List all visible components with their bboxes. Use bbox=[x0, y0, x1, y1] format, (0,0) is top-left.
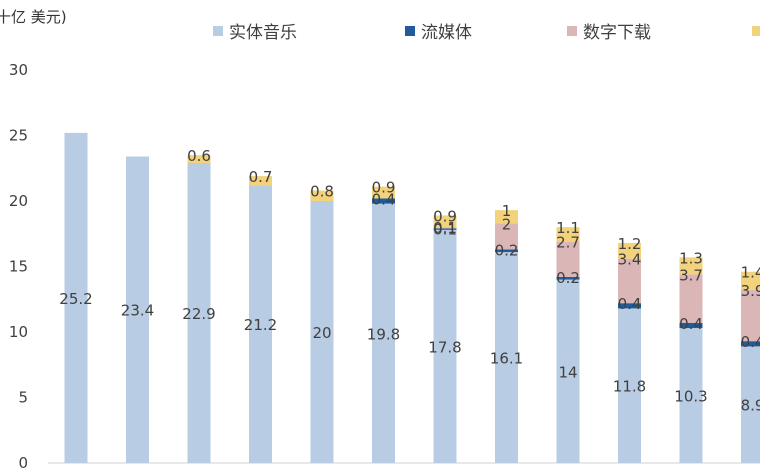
data-label: 0.6 bbox=[187, 147, 211, 165]
legend-swatch bbox=[213, 26, 223, 36]
bar-segment bbox=[187, 163, 211, 463]
bar-segment bbox=[433, 228, 457, 230]
bar-segment bbox=[556, 279, 580, 463]
bar-segment bbox=[495, 252, 518, 463]
data-label: 0.9 bbox=[372, 179, 396, 197]
data-label: 0.4 bbox=[372, 190, 396, 208]
bar-segment bbox=[372, 186, 395, 199]
data-label: 16.1 bbox=[490, 350, 523, 368]
legend-label: 数字下载 bbox=[583, 23, 651, 43]
bar-segment bbox=[618, 303, 641, 309]
y-tick-label: 5 bbox=[18, 389, 28, 407]
bar-segment bbox=[679, 257, 703, 275]
bar-segment bbox=[556, 241, 580, 277]
data-label: 3.9 bbox=[741, 282, 760, 300]
data-label: 11.8 bbox=[613, 378, 646, 396]
y-tick-label: 0 bbox=[18, 454, 28, 472]
bar-segment bbox=[433, 227, 457, 229]
data-label: 23.4 bbox=[121, 302, 154, 320]
y-axis: 0 5 10 15 20 25 30 bbox=[9, 61, 28, 472]
bar-segment bbox=[679, 322, 703, 329]
data-label: 1 bbox=[502, 202, 512, 220]
data-label: 21.2 bbox=[244, 316, 277, 334]
data-label: 0.8 bbox=[310, 183, 334, 201]
data-label: 0.2 bbox=[495, 241, 519, 259]
bar-segment bbox=[618, 242, 641, 259]
bar-segment bbox=[741, 271, 760, 291]
y-tick-label: 10 bbox=[9, 323, 28, 341]
bar-segment bbox=[495, 210, 518, 224]
bar-segment bbox=[433, 215, 457, 228]
data-label: 25.2 bbox=[59, 290, 92, 308]
bar-segment bbox=[249, 185, 272, 463]
bar-segment bbox=[433, 229, 457, 463]
data-label: 2 bbox=[502, 215, 512, 233]
legend-swatch bbox=[567, 26, 577, 36]
data-label: 0.2 bbox=[556, 269, 580, 287]
legend-swatch bbox=[752, 26, 760, 36]
data-label: 0.7 bbox=[249, 168, 273, 186]
data-label: 0.1 bbox=[433, 221, 457, 239]
bar-segment bbox=[741, 346, 760, 463]
data-label: 2.7 bbox=[556, 234, 580, 252]
bar-segment bbox=[126, 156, 149, 463]
legend-label: 实体音乐 bbox=[229, 23, 297, 43]
bar-segment bbox=[618, 308, 641, 463]
data-label: 1.4 bbox=[741, 264, 760, 282]
data-label: 1.1 bbox=[556, 219, 580, 237]
bar-segment bbox=[556, 227, 580, 242]
data-label: 0.4 bbox=[618, 295, 642, 313]
data-label: 14 bbox=[558, 363, 577, 381]
bar-segment bbox=[64, 132, 88, 463]
legend-label: 流媒体 bbox=[421, 23, 472, 43]
bar-segment bbox=[679, 328, 703, 463]
bar-segment bbox=[310, 201, 334, 463]
data-label: 8.9 bbox=[741, 397, 760, 415]
y-tick-label: 20 bbox=[9, 192, 28, 210]
data-label: 0.9 bbox=[433, 207, 457, 225]
data-label: 0.4 bbox=[679, 315, 703, 333]
data-label: 20 bbox=[312, 324, 331, 342]
data-label: 10.3 bbox=[674, 388, 707, 406]
bar-segment bbox=[372, 203, 395, 463]
data-label: 3.4 bbox=[618, 251, 642, 269]
data-label: 0.4 bbox=[741, 333, 760, 351]
data-label: 22.9 bbox=[182, 305, 215, 323]
bar-segment bbox=[679, 274, 703, 323]
y-tick-label: 30 bbox=[9, 61, 28, 79]
y-unit-label: 十亿 美元) bbox=[0, 8, 67, 26]
bar-segment bbox=[618, 258, 641, 304]
bar-segment bbox=[249, 176, 272, 186]
bar-segment bbox=[310, 190, 334, 201]
bar-segment bbox=[187, 155, 211, 164]
data-label: 1.3 bbox=[679, 249, 703, 267]
data-labels: 25.223.4 22.90.621.20.7200.819.80.40.917.… bbox=[59, 147, 760, 415]
bar-segment bbox=[741, 290, 760, 342]
bar-segment bbox=[372, 198, 395, 204]
data-label: 1.2 bbox=[618, 235, 642, 253]
bar-segment bbox=[495, 249, 518, 253]
y-tick-label: 15 bbox=[9, 258, 28, 276]
legend-swatch bbox=[405, 26, 415, 36]
legend: 实体音乐 流媒体 数字下载 bbox=[213, 23, 760, 43]
bar-segment bbox=[741, 341, 760, 347]
data-label: 17.8 bbox=[428, 338, 461, 356]
bar-segment bbox=[556, 276, 580, 280]
bar-segment bbox=[495, 223, 518, 250]
bars bbox=[64, 132, 760, 463]
y-tick-label: 25 bbox=[9, 127, 28, 145]
data-label: 19.8 bbox=[367, 325, 400, 343]
data-label: 3.7 bbox=[679, 266, 703, 284]
data-label: 0.1 bbox=[433, 219, 457, 237]
